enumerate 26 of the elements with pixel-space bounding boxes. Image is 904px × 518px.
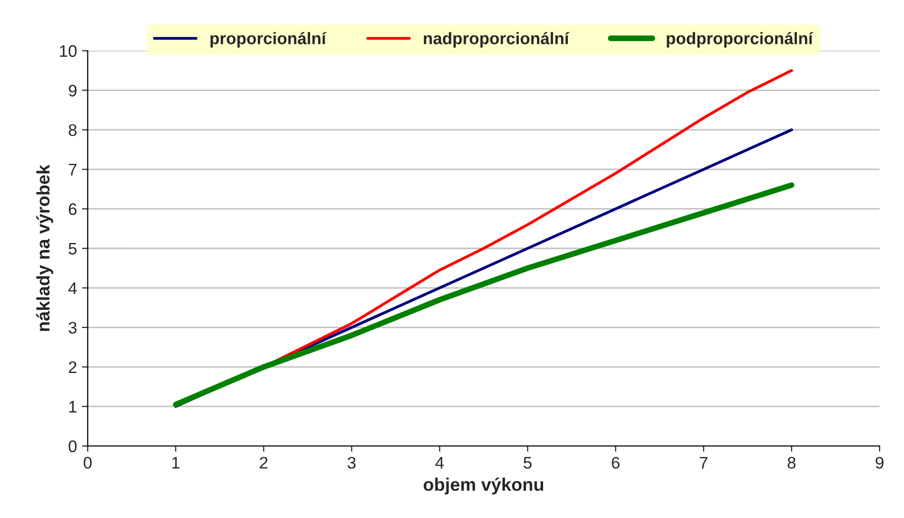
x-tick-label: 7 [700,457,708,468]
x-tick-label: 8 [788,456,796,469]
x-tick-label: 2 [260,456,268,468]
y-tick-label: 5 [68,242,77,255]
y-tick-label: 0 [68,440,77,452]
x-tick-label: 6 [612,456,620,469]
legend-label: proporcionální [210,32,327,48]
y-tick-label: 7 [68,164,76,176]
y-tick-label: 6 [68,203,77,216]
y-tick-label: 8 [68,124,77,136]
x-axis-title: objem výkonu [424,478,544,494]
y-tick-label: 9 [68,84,76,96]
y-tick-label: 3 [68,322,77,334]
legend-label: podproporcionální [666,32,814,48]
legend-label: nadproporcionální [424,32,570,48]
y-axis-title: náklady na výrobek [36,164,54,331]
y-tick-label: 2 [68,361,76,373]
x-tick-label: 4 [435,457,444,468]
y-tick-label: 1 [69,401,76,413]
x-tick-label: 5 [524,457,532,469]
x-tick-label: 1 [172,457,180,468]
x-tick-label: 0 [84,456,92,469]
y-tick-label: 10 [60,45,77,57]
y-tick-label: 4 [68,282,77,294]
x-tick-label: 3 [348,456,356,469]
x-tick-label: 9 [876,456,884,469]
